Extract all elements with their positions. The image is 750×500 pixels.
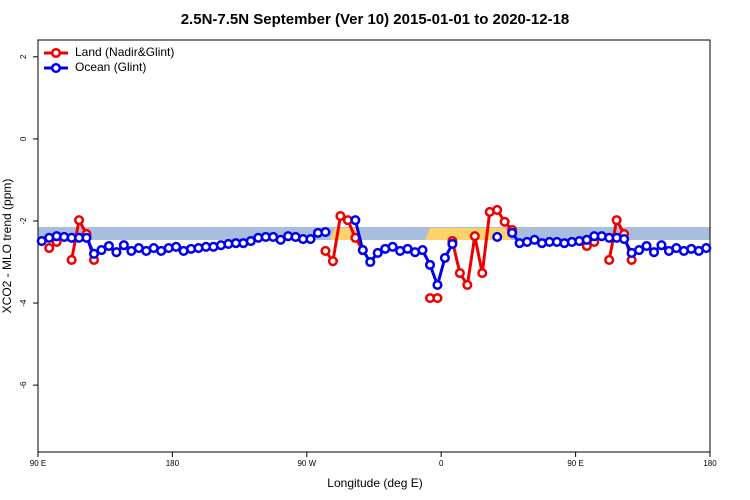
- legend-marker: [50, 62, 62, 74]
- data-point: [469, 231, 480, 242]
- chart-title: 2.5N-7.5N September (Ver 10) 2015-01-01 …: [181, 11, 570, 28]
- data-point: [118, 240, 129, 251]
- data-point: [81, 232, 92, 243]
- data-point: [432, 279, 443, 291]
- data-point: [275, 234, 286, 245]
- data-point: [103, 240, 114, 252]
- x-tick-label: 180: [166, 459, 180, 468]
- data-point: [96, 245, 107, 256]
- data-point: [171, 241, 182, 252]
- data-point: [648, 247, 660, 258]
- data-point: [656, 240, 667, 251]
- data-point: [492, 204, 503, 215]
- data-point: [492, 231, 503, 243]
- x-tick-label: 180: [703, 459, 717, 468]
- data-point: [111, 247, 122, 258]
- legend-marker: [50, 47, 62, 59]
- data-point: [604, 254, 615, 266]
- data-point: [74, 215, 85, 226]
- data-point: [350, 215, 361, 226]
- highlight-area: [425, 228, 512, 240]
- data-point: [634, 245, 645, 256]
- data-point: [327, 256, 338, 267]
- data-point: [477, 268, 488, 279]
- data-point: [447, 238, 458, 249]
- legend: Land (Nadir&Glint)Ocean (Glint): [44, 45, 174, 74]
- y-tick-label: -4: [19, 299, 28, 307]
- data-point: [335, 210, 346, 222]
- data-point: [372, 247, 383, 259]
- x-axis-label: Longitude (deg E): [327, 476, 422, 490]
- x-tick-label: 90 W: [297, 459, 316, 468]
- data-point: [462, 279, 473, 291]
- data-point: [619, 233, 630, 245]
- data-point: [499, 216, 510, 227]
- data-point: [88, 248, 100, 259]
- legend-label: Ocean (Glint): [75, 60, 146, 74]
- y-tick-label: 2: [19, 54, 28, 59]
- data-point: [387, 241, 398, 252]
- x-tick-label: 0: [439, 459, 444, 468]
- y-tick-label: 0: [19, 136, 28, 141]
- data-point: [365, 256, 376, 268]
- series-line: [48, 208, 634, 300]
- data-point: [424, 259, 436, 270]
- data-point: [641, 240, 652, 252]
- y-axis-label: XCO2 - MLO trend (ppm): [0, 179, 14, 314]
- data-point: [66, 254, 77, 266]
- data-point: [44, 243, 55, 254]
- reference-band: [38, 227, 710, 240]
- x-tick-label: 90 E: [567, 459, 583, 468]
- data-point: [357, 245, 368, 256]
- x-tick-label: 90 E: [30, 459, 46, 468]
- data-point: [701, 243, 712, 254]
- y-tick-label: -2: [19, 217, 28, 225]
- data-point: [305, 233, 316, 245]
- legend-label: Land (Nadir&Glint): [75, 45, 174, 59]
- data-point: [417, 245, 428, 256]
- data-point: [507, 227, 518, 238]
- data-point: [439, 252, 450, 263]
- data-point: [454, 268, 465, 279]
- data-point: [320, 226, 331, 238]
- data-point: [581, 234, 592, 245]
- data-point: [611, 215, 622, 226]
- data-point: [320, 245, 331, 256]
- y-tick-label: -6: [19, 381, 28, 389]
- data-point: [432, 293, 443, 304]
